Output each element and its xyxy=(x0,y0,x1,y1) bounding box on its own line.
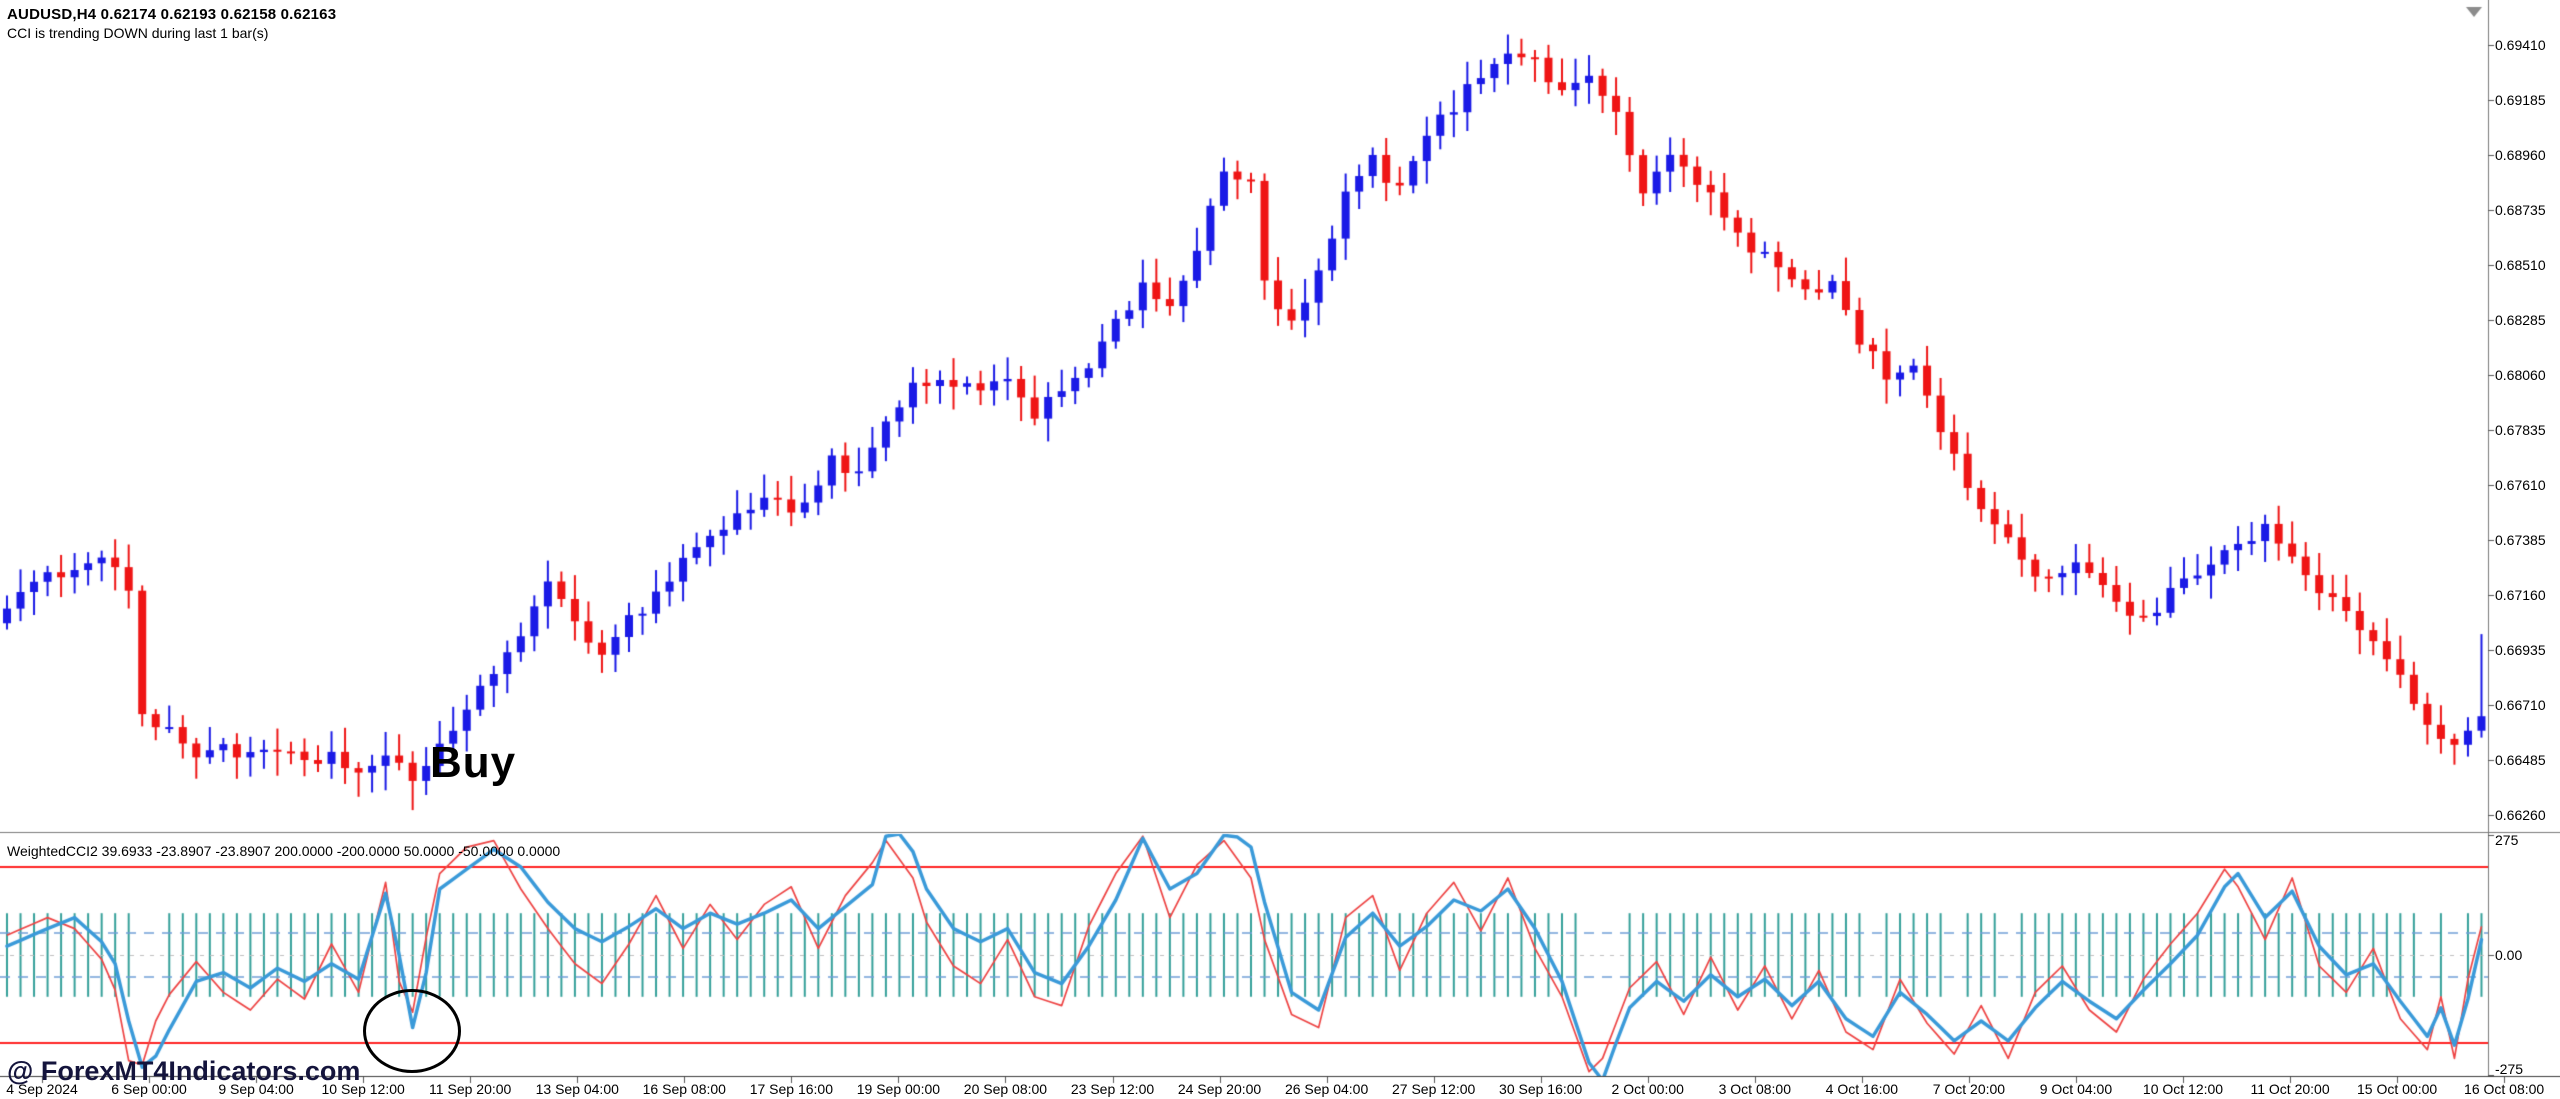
indicator-title: WeightedCCI2 39.6933 -23.8907 -23.8907 2… xyxy=(7,843,561,859)
price-axis-label: 0.66260 xyxy=(2495,807,2546,823)
time-axis-label: 13 Sep 04:00 xyxy=(535,1081,619,1097)
time-axis-label: 11 Sep 20:00 xyxy=(429,1081,512,1097)
watermark: @ ForexMT4Indicators.com xyxy=(7,1056,361,1086)
time-axis-label: 23 Sep 12:00 xyxy=(1070,1081,1155,1097)
indicator-axis-label: -275 xyxy=(2495,1061,2524,1077)
time-axis-label: 17 Sep 16:00 xyxy=(749,1081,833,1097)
price-axis-label: 0.69185 xyxy=(2495,92,2546,108)
time-axis-label: 15 Oct 00:00 xyxy=(2357,1081,2438,1097)
time-axis-label: 10 Sep 12:00 xyxy=(321,1081,405,1097)
time-axis-label: 11 Oct 20:00 xyxy=(2250,1081,2330,1097)
price-axis-label: 0.68285 xyxy=(2495,312,2546,328)
price-axis-label: 0.67835 xyxy=(2495,422,2546,438)
indicator-comment-line: CCI is trending DOWN during last 1 bar(s… xyxy=(7,25,269,41)
price-axis-label: 0.67160 xyxy=(2495,587,2546,603)
time-axis-label: 30 Sep 16:00 xyxy=(1499,1081,1583,1097)
price-axis-label: 0.67610 xyxy=(2495,477,2546,493)
price-axis-label: 0.66485 xyxy=(2495,752,2546,768)
price-axis-label: 0.68735 xyxy=(2495,202,2546,218)
time-axis-label: 16 Sep 08:00 xyxy=(642,1081,726,1097)
price-axis-label: 0.68060 xyxy=(2495,367,2546,383)
time-axis-label: 20 Sep 08:00 xyxy=(963,1081,1048,1097)
circle-annotation[interactable] xyxy=(363,989,461,1073)
indicator-axis-label: 0.00 xyxy=(2495,947,2523,963)
time-axis-label: 7 Oct 20:00 xyxy=(1932,1081,2006,1097)
price-axis-label: 0.66710 xyxy=(2495,697,2546,713)
time-axis-label: 4 Oct 16:00 xyxy=(1825,1081,1899,1097)
price-axis-label: 0.66935 xyxy=(2495,642,2546,658)
time-axis-label: 19 Sep 00:00 xyxy=(856,1081,941,1097)
buy-annotation[interactable]: Buy xyxy=(430,738,517,787)
indicator-axis-label: 275 xyxy=(2495,832,2519,848)
price-axis-label: 0.68960 xyxy=(2495,147,2546,163)
chart-header: AUDUSD,H4 0.62174 0.62193 0.62158 0.6216… xyxy=(7,5,336,43)
time-axis-label: 24 Sep 20:00 xyxy=(1177,1081,1262,1097)
time-axis-label: 3 Oct 08:00 xyxy=(1718,1081,1791,1097)
time-axis-label: 27 Sep 12:00 xyxy=(1391,1081,1476,1097)
time-axis-label: 16 Oct 08:00 xyxy=(2464,1081,2545,1097)
price-axis-label: 0.67385 xyxy=(2495,532,2546,548)
time-axis-label: 26 Sep 04:00 xyxy=(1284,1081,1369,1097)
time-axis-label: 2 Oct 00:00 xyxy=(1611,1081,1684,1097)
time-axis-label: 9 Sep 04:00 xyxy=(218,1081,294,1097)
time-axis-label: 4 Sep 2024 xyxy=(6,1081,78,1097)
price-axis-label: 0.68510 xyxy=(2495,257,2546,273)
time-axis-label: 6 Sep 00:00 xyxy=(111,1081,187,1097)
price-axis-label: 0.69410 xyxy=(2495,37,2546,53)
time-axis-label: 9 Oct 04:00 xyxy=(2039,1081,2113,1097)
time-axis-label: 10 Oct 12:00 xyxy=(2142,1081,2224,1097)
symbol-ohlc-line: AUDUSD,H4 0.62174 0.62193 0.62158 0.6216… xyxy=(7,6,337,23)
